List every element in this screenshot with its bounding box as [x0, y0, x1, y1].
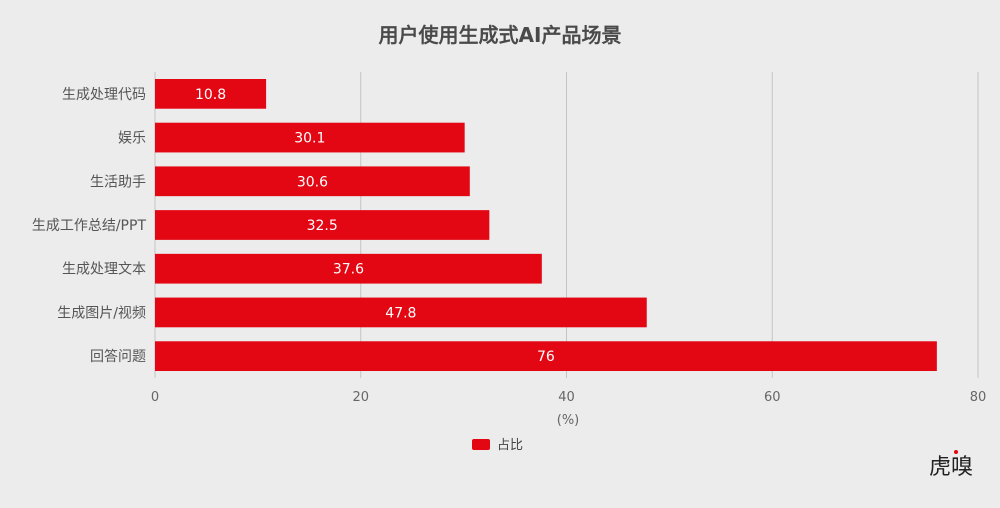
bar-value-label: 37.6 — [333, 262, 364, 278]
x-axis-ticks: 0 20 40 60 80 — [151, 390, 986, 405]
bars: 10.8 30.1 30.6 32.5 37.6 47.8 76 — [155, 78, 937, 372]
huxiu-logo: 虎嗅 — [929, 455, 973, 480]
bar — [155, 253, 542, 284]
bar — [155, 78, 267, 109]
bar-value-label: 10.8 — [195, 87, 226, 103]
bar-value-label: 47.8 — [385, 305, 416, 321]
bar-value-label: 30.6 — [297, 174, 328, 190]
x-tick-label: 60 — [764, 390, 781, 405]
bar — [155, 122, 465, 153]
category-label: 生成工作总结/PPT — [32, 218, 147, 234]
bar-value-label: 76 — [537, 349, 555, 365]
x-tick-label: 20 — [352, 390, 369, 405]
bar — [155, 166, 470, 197]
logo-dot — [954, 450, 958, 454]
legend-swatch — [472, 439, 490, 450]
category-label: 生活助手 — [90, 174, 146, 190]
x-axis-label: (%) — [557, 413, 580, 428]
bar — [155, 341, 937, 372]
category-label: 生成图片/视频 — [57, 305, 146, 321]
category-label: 生成处理代码 — [62, 87, 146, 103]
chart-title: 用户使用生成式AI产品场景 — [379, 23, 622, 47]
x-tick-label: 80 — [970, 390, 987, 405]
bar-value-label: 32.5 — [307, 218, 338, 234]
x-tick-label: 40 — [558, 390, 575, 405]
category-label: 生成处理文本 — [62, 262, 146, 278]
legend-label: 占比 — [497, 438, 523, 453]
bar-value-label: 30.1 — [294, 131, 325, 147]
category-label: 回答问题 — [90, 348, 146, 365]
x-tick-label: 0 — [151, 390, 159, 405]
bar — [155, 297, 647, 328]
bar — [155, 210, 490, 240]
legend: 占比 — [472, 438, 523, 453]
category-label: 娱乐 — [118, 131, 146, 147]
